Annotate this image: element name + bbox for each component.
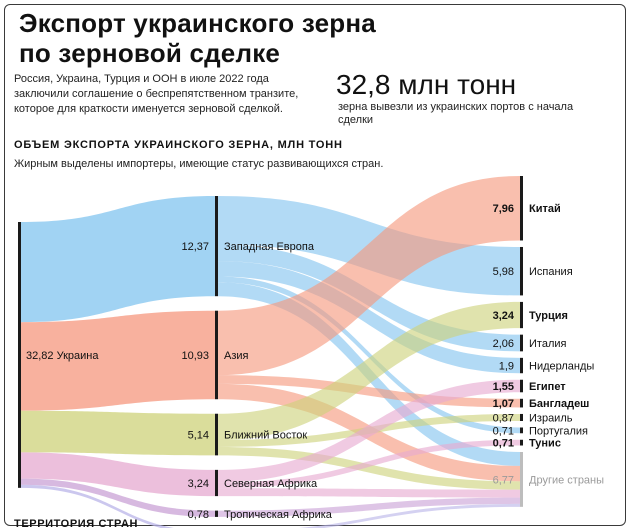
- country-value-тунис: 0,71: [493, 438, 514, 450]
- country-bar-израиль: [520, 414, 523, 421]
- country-value-египет: 1,55: [493, 381, 514, 393]
- country-value-испания: 5,98: [493, 266, 514, 278]
- country-name-испания: Испания: [529, 266, 573, 278]
- country-name-израиль: Израиль: [529, 412, 573, 424]
- country-name-китай: Китай: [529, 203, 561, 215]
- country-bar-италия: [520, 335, 523, 352]
- country-bar-египет: [520, 380, 523, 393]
- region-flows: [218, 176, 520, 528]
- region-value-северная-африка: 3,24: [188, 478, 209, 490]
- country-name-другие-страны: Другие страны: [529, 474, 604, 486]
- region-bar-тропическая-африка: [215, 511, 218, 517]
- country-value-нидерланды: 1,9: [499, 361, 514, 373]
- country-value-китай: 7,96: [493, 203, 514, 215]
- country-bar-другие-страны: [520, 452, 523, 507]
- region-bar-северная-африка: [215, 470, 218, 496]
- region-name-тропическая-африка: Тропическая Африка: [224, 509, 333, 521]
- country-name-тунис: Тунис: [529, 438, 561, 450]
- country-value-израиль: 0,87: [493, 412, 514, 424]
- source-label: 32,82 Украина: [26, 350, 99, 362]
- country-bar-бангладеш: [520, 399, 523, 408]
- region-value-западная-европа: 12,37: [181, 241, 209, 253]
- country-value-турция: 3,24: [493, 310, 515, 322]
- region-bar-азия: [215, 311, 218, 400]
- country-bar-тунис: [520, 440, 523, 446]
- country-bar-испания: [520, 247, 523, 295]
- country-name-египет: Египет: [529, 381, 566, 393]
- country-bar-нидерланды: [520, 358, 523, 373]
- country-bar-китай: [520, 176, 523, 240]
- country-value-бангладеш: 1,07: [493, 398, 514, 410]
- country-bar-турция: [520, 302, 523, 328]
- country-value-италия: 2,06: [493, 338, 514, 350]
- country-name-турция: Турция: [529, 310, 568, 322]
- country-value-португалия: 0,71: [493, 425, 514, 437]
- region-value-тропическая-африка: 0,78: [188, 509, 209, 521]
- country-name-италия: Италия: [529, 338, 567, 350]
- region-name-ближний-восток: Ближний Восток: [224, 430, 307, 442]
- region-name-западная-европа: Западная Европа: [224, 241, 315, 253]
- region-value-ближний-восток: 5,14: [188, 430, 209, 442]
- region-bar-западная-европа: [215, 196, 218, 296]
- country-value-другие-страны: 6,77: [493, 474, 514, 486]
- region-bar-ближний-восток: [215, 414, 218, 456]
- region-name-азия: Азия: [224, 350, 249, 362]
- country-bar-португалия: [520, 428, 523, 434]
- country-name-португалия: Португалия: [529, 425, 588, 437]
- country-name-бангладеш: Бангладеш: [529, 398, 589, 410]
- country-name-нидерланды: Нидерланды: [529, 361, 594, 373]
- source-bar: [18, 222, 21, 488]
- region-name-северная-африка: Северная Африка: [224, 478, 318, 490]
- region-value-азия: 10,93: [181, 350, 209, 362]
